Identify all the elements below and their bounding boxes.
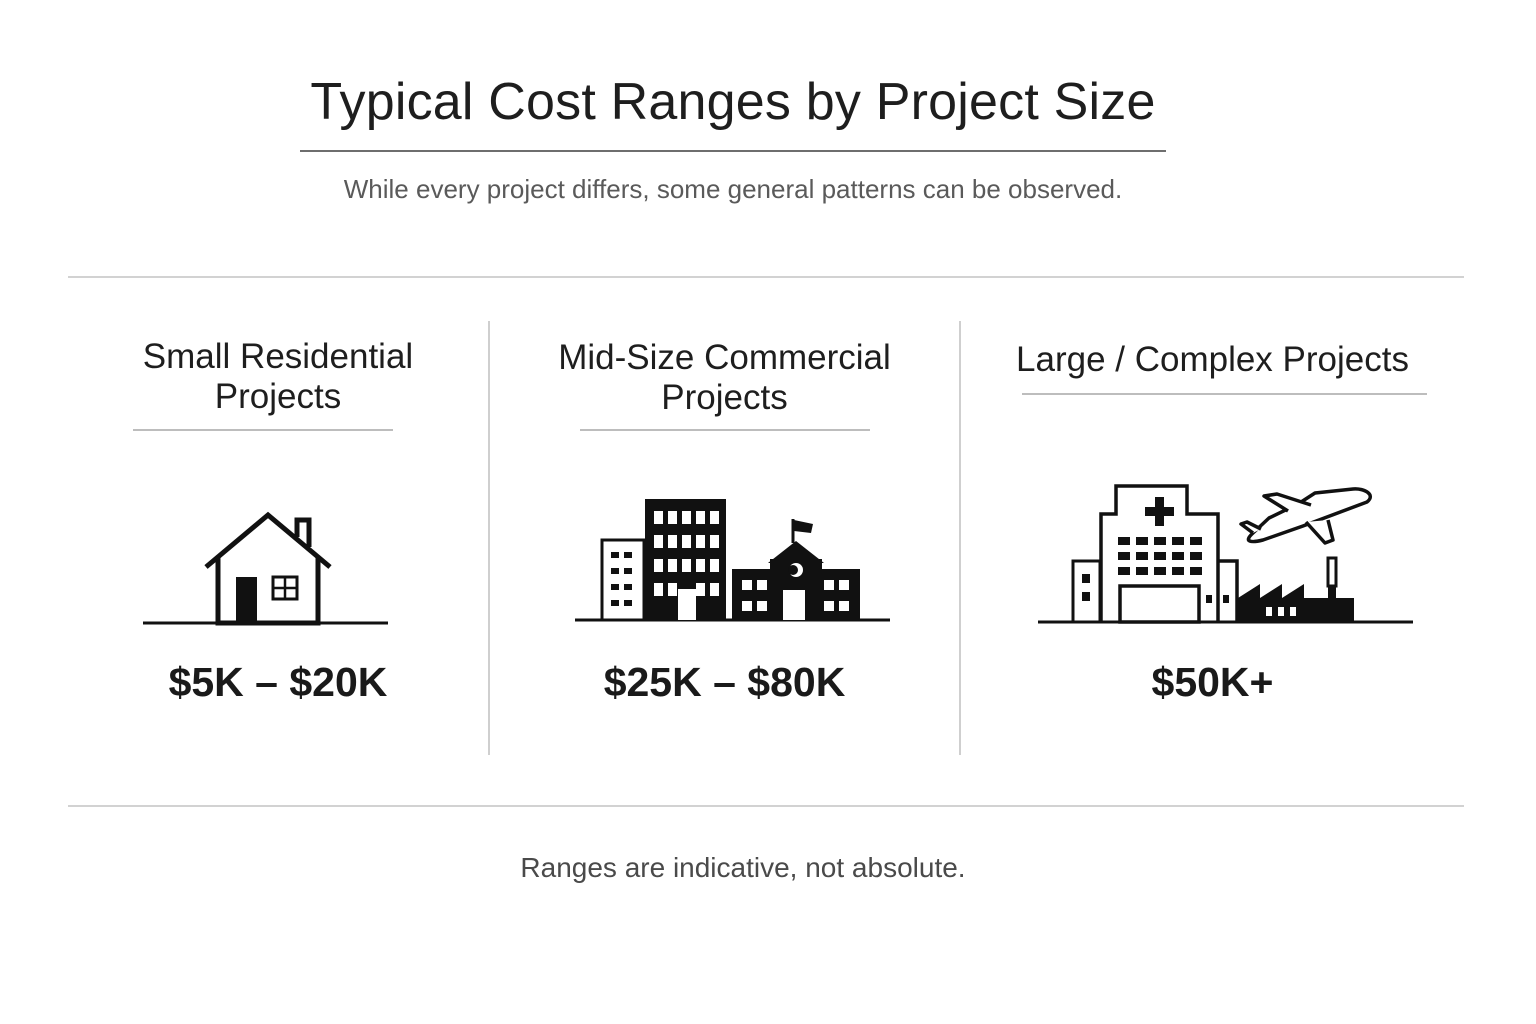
commercial-buildings-icon — [575, 499, 890, 622]
price-range: $50K+ — [1151, 659, 1274, 705]
column-title-line1: Large / Complex Projects — [1016, 340, 1409, 379]
bottom-divider — [68, 805, 1464, 807]
column-large-complex: Large / Complex Projects — [961, 321, 1464, 755]
footnote: Ranges are indicative, not absolute. — [520, 852, 966, 883]
column-divider — [959, 321, 961, 755]
house-icon — [143, 511, 388, 626]
price-range: $25K – $80K — [603, 659, 846, 705]
column-title-underline — [133, 429, 393, 431]
column-small-residential: Small Residential Projects $5K – $20K — [68, 321, 488, 755]
column-title-underline — [580, 429, 870, 431]
column-title-line2: Projects — [214, 377, 342, 416]
column-title-line2: Projects — [661, 378, 788, 417]
column-divider — [488, 321, 490, 755]
column-title-line1: Small Residential — [142, 337, 414, 376]
page-subtitle: While every project differs, some genera… — [343, 174, 1123, 204]
title-underline — [300, 150, 1166, 152]
hospital-airplane-factory-icon — [1038, 484, 1413, 624]
page-title: Typical Cost Ranges by Project Size — [310, 73, 1156, 131]
column-mid-size-commercial: Mid-Size Commercial Projects — [490, 321, 959, 755]
top-divider — [68, 276, 1464, 278]
price-range: $5K – $20K — [168, 659, 388, 705]
column-title-underline — [1022, 393, 1427, 395]
column-title-line1: Mid-Size Commercial — [558, 338, 891, 377]
